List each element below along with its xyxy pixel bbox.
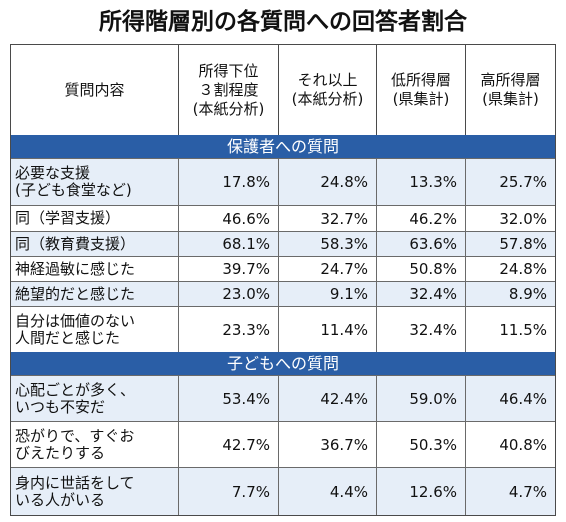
percent-cell: 42.7% — [179, 422, 279, 467]
percent-cell: 25.7% — [499, 173, 547, 191]
percent-cell: 32.4% — [377, 307, 466, 352]
percent-cell: 13.3% — [377, 159, 466, 205]
header-high-income-pref: 高所得層 (県集計) — [480, 71, 541, 108]
row-label: 自分は価値のない 人間だと感じた — [11, 307, 179, 352]
percent-cell: 42.4% — [279, 376, 377, 421]
percent-cell: 39.7% — [179, 257, 279, 281]
page-title: 所得階層別の各質問への回答者割合 — [99, 9, 467, 35]
percent-cell: 46.4% — [499, 389, 547, 408]
row-label: 心配ごとが多く、 いつも不安だ — [11, 376, 179, 421]
percent-cell: 63.6% — [377, 232, 466, 256]
percent-cell: 46.6% — [179, 206, 279, 231]
percent-cell: 53.4% — [179, 376, 279, 421]
percent-cell: 24.7% — [279, 257, 377, 281]
percent-cell: 40.8% — [499, 435, 547, 454]
percent-cell: 36.7% — [279, 422, 377, 467]
percent-cell: 23.3% — [179, 307, 279, 352]
section-header: 保護者への質問 — [11, 135, 555, 158]
survey-table: 質問内容 所得下位 ３割程度 (本紙分析) それ以上 (本紙分析) 低所得層 (… — [10, 44, 556, 516]
percent-cell: 32.4% — [377, 282, 466, 306]
header-low-income-pref: 低所得層 (県集計) — [377, 45, 466, 135]
percent-cell: 7.7% — [179, 468, 279, 515]
row-label: 恐がりで、すぐお びえたりする — [11, 422, 179, 467]
table-row: 必要な支援 (子ども食堂など) 17.8% 24.8% 13.3% 25.7% — [11, 158, 555, 205]
table-row: 自分は価値のない 人間だと感じた 23.3% 11.4% 32.4% 11.5% — [11, 306, 555, 352]
percent-cell: 68.1% — [179, 232, 279, 256]
percent-cell: 4.7% — [508, 482, 547, 501]
percent-cell: 12.6% — [377, 468, 466, 515]
section-header: 子どもへの質問 — [11, 352, 555, 375]
table-row: 同（学習支援） 46.6% 32.7% 46.2% 32.0% — [11, 205, 555, 231]
percent-cell: 32.0% — [499, 209, 547, 228]
percent-cell: 58.3% — [279, 232, 377, 256]
row-label: 神経過敏に感じた — [11, 257, 179, 281]
row-label: 同（教育費支援） — [11, 232, 179, 256]
table-row: 恐がりで、すぐお びえたりする 42.7% 36.7% 50.3% 40.8% — [11, 421, 555, 467]
percent-cell: 32.7% — [279, 206, 377, 231]
header-low-income-paper: 所得下位 ３割程度 (本紙分析) — [179, 45, 279, 135]
percent-cell: 24.8% — [279, 159, 377, 205]
percent-cell: 17.8% — [179, 159, 279, 205]
row-label: 絶望的だと感じた — [11, 282, 179, 306]
row-label: 同（学習支援） — [11, 206, 179, 231]
table-row: 心配ごとが多く、 いつも不安だ 53.4% 42.4% 59.0% 46.4% — [11, 375, 555, 421]
table-row: 身内に世話をして いる人がいる 7.7% 4.4% 12.6% 4.7% — [11, 467, 555, 515]
table-row: 絶望的だと感じた 23.0% 9.1% 32.4% 8.9% — [11, 281, 555, 306]
table-header: 質問内容 所得下位 ３割程度 (本紙分析) それ以上 (本紙分析) 低所得層 (… — [11, 45, 555, 135]
percent-cell: 50.3% — [377, 422, 466, 467]
header-question: 質問内容 — [11, 45, 179, 135]
percent-cell: 50.8% — [377, 257, 466, 281]
percent-cell: 23.0% — [179, 282, 279, 306]
percent-cell: 46.2% — [377, 206, 466, 231]
header-higher-paper: それ以上 (本紙分析) — [279, 45, 377, 135]
percent-cell: 4.4% — [279, 468, 377, 515]
table-row: 同（教育費支援） 68.1% 58.3% 63.6% 57.8% — [11, 231, 555, 256]
table-row: 神経過敏に感じた 39.7% 24.7% 50.8% 24.8% — [11, 256, 555, 281]
percent-cell: 59.0% — [377, 376, 466, 421]
percent-cell: 11.4% — [279, 307, 377, 352]
percent-cell: 11.5% — [499, 320, 547, 339]
row-label: 必要な支援 (子ども食堂など) — [11, 159, 179, 205]
row-label: 身内に世話をして いる人がいる — [11, 468, 179, 515]
percent-cell: 8.9% — [508, 285, 547, 303]
percent-cell: 9.1% — [279, 282, 377, 306]
percent-cell: 24.8% — [499, 260, 547, 278]
percent-cell: 57.8% — [499, 235, 547, 253]
